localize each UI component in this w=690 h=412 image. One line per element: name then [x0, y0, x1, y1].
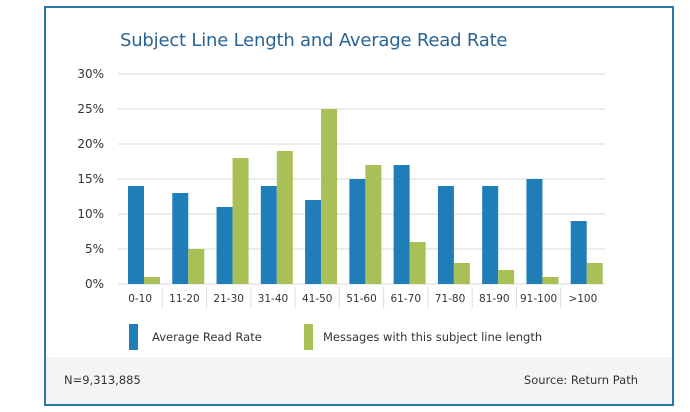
chart-frame: Subject Line Length and Average Read Rat…	[44, 6, 674, 406]
legend-swatch-messages	[304, 324, 313, 350]
x-tick-label: 61-70	[391, 293, 422, 305]
legend-label-read-rate: Average Read Rate	[152, 330, 262, 344]
source-note: Source: Return Path	[523, 373, 638, 387]
bar-messages	[276, 151, 293, 284]
footer: N=9,313,885 Source: Return Path	[46, 357, 672, 404]
x-tick-label: 71-80	[435, 293, 466, 305]
y-tick-label: 25%	[77, 102, 104, 116]
bar-read-rate	[260, 186, 277, 284]
y-tick-label: 30%	[77, 67, 104, 81]
bar-messages	[188, 249, 205, 284]
bar-read-rate	[128, 186, 144, 284]
bar-messages	[586, 263, 603, 284]
x-tick-label: 91-100	[520, 293, 557, 305]
bar-messages	[409, 242, 426, 284]
y-tick-label: 5%	[85, 242, 104, 256]
bar-messages	[321, 109, 338, 284]
y-tick-label: 20%	[77, 137, 104, 151]
legend-label-messages: Messages with this subject line length	[323, 330, 543, 344]
x-tick-label: >100	[568, 293, 597, 305]
x-tick-label: 41-50	[302, 293, 333, 305]
bar-read-rate	[349, 179, 366, 284]
bar-read-rate	[393, 165, 410, 284]
bar-read-rate	[526, 179, 543, 284]
bar-messages	[365, 165, 382, 284]
y-tick-label: 15%	[77, 172, 104, 186]
y-tick-label: 0%	[85, 277, 104, 291]
bar-read-rate	[216, 207, 233, 284]
bar-messages	[542, 277, 559, 284]
x-tick-label: 0-10	[128, 293, 152, 305]
x-tick-label: 51-60	[346, 293, 377, 305]
chart-title: Subject Line Length and Average Read Rat…	[120, 30, 508, 51]
bar-messages	[453, 263, 470, 284]
bar-messages	[498, 270, 515, 284]
bar-read-rate	[172, 193, 189, 284]
bar-read-rate	[570, 221, 587, 284]
bar-messages	[232, 158, 249, 284]
x-tick-label: 81-90	[479, 293, 510, 305]
bar-read-rate	[305, 200, 322, 284]
bar-read-rate	[437, 186, 454, 284]
bar-messages	[144, 277, 160, 284]
x-tick-label: 31-40	[258, 293, 289, 305]
legend-swatch-read-rate	[129, 324, 138, 350]
sample-size: N=9,313,885	[64, 373, 141, 387]
bar-read-rate	[482, 186, 499, 284]
y-tick-label: 10%	[77, 207, 104, 221]
x-tick-label: 21-30	[213, 293, 244, 305]
x-tick-label: 11-20	[169, 293, 200, 305]
